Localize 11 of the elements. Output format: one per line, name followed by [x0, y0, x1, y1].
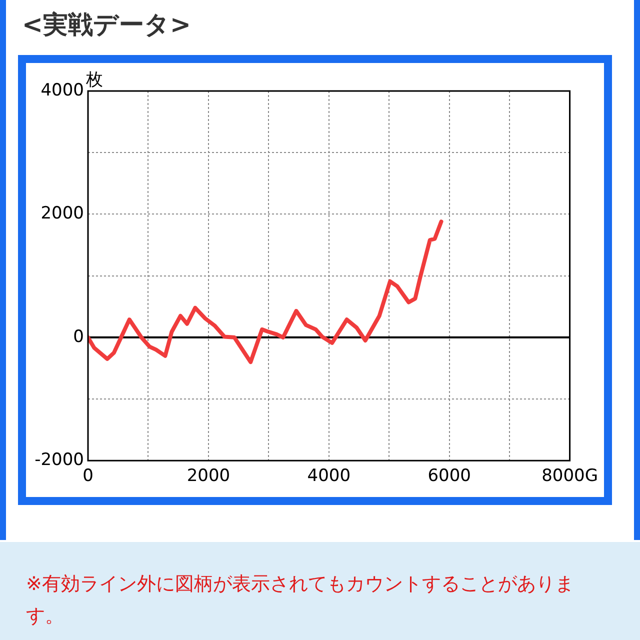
y-tick-label: 2000	[40, 204, 84, 224]
x-tick-label: 4000	[307, 466, 351, 486]
y-tick-label: 4000	[40, 80, 84, 100]
x-tick-label: 2000	[186, 466, 230, 486]
y-axis-title: 枚	[85, 70, 103, 90]
x-tick-label: 6000	[428, 466, 471, 486]
chart-title: <実戦データ>	[22, 9, 191, 41]
x-tick-label: 8000G	[542, 466, 598, 486]
y-tick-label: 0	[73, 326, 84, 347]
y-tick-label: -2000	[34, 450, 84, 470]
text: ※有効ライン外に図柄が表示されてもカウントすることがあります。	[0, 542, 640, 640]
